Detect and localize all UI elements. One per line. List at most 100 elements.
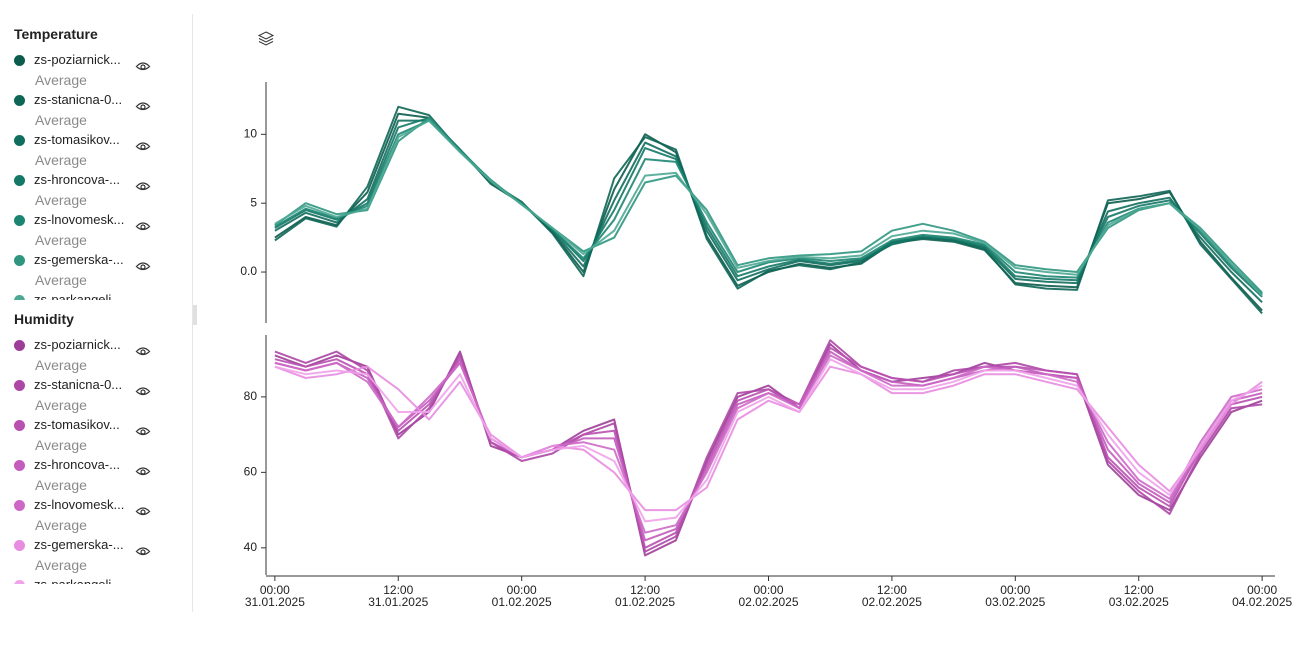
- legend-aggregation: Average: [35, 72, 87, 88]
- legend-list: zs-poziarnick... Average zs-stanicna-0... A…: [0, 337, 190, 584]
- x-tick-label: 12:00 01.02.2025: [615, 583, 676, 609]
- legend-swatch: [14, 135, 25, 146]
- legend-aggregation: Average: [35, 397, 87, 413]
- legend-item[interactable]: zs-lnovomesk... Average: [0, 212, 190, 252]
- series-line: [274, 358, 1263, 523]
- legend-aggregation: Average: [35, 477, 87, 493]
- y-tick-label: 0.0: [240, 264, 257, 278]
- legend-name: zs-hroncova-...: [34, 457, 120, 472]
- legend-aggregation: Average: [35, 152, 87, 168]
- legend-name: zs-stanicna-0...: [34, 92, 123, 107]
- legend-swatch: [14, 55, 25, 66]
- series-line: [274, 365, 1263, 512]
- visibility-toggle[interactable]: [135, 384, 151, 402]
- x-tick-label: 00:00 03.02.2025: [985, 583, 1046, 609]
- legend-aggregation: Average: [35, 272, 87, 288]
- legend-item[interactable]: zs-tomasikov... Average: [0, 132, 190, 172]
- legend-name: zs-tomasikov...: [34, 132, 120, 147]
- x-tick-label: 12:00 03.02.2025: [1108, 583, 1169, 609]
- x-tick-label: 12:00 31.01.2025: [368, 583, 429, 609]
- legend-name: zs-lnovomesk...: [34, 212, 125, 227]
- series-line: [274, 346, 1263, 549]
- legend-aggregation: Average: [35, 517, 87, 533]
- visibility-toggle[interactable]: [135, 504, 151, 522]
- legend-name: zs-hroncova-...: [34, 172, 120, 187]
- visibility-toggle[interactable]: [135, 99, 151, 117]
- legend-name: zs-gemerska-...: [34, 537, 124, 552]
- legend-name: zs-gemerska-...: [34, 252, 124, 267]
- legend-item[interactable]: zs-parkangeliAverage: [0, 577, 190, 584]
- legend-item[interactable]: zs-parkangeliAverage: [0, 292, 190, 300]
- series-line: [274, 119, 1263, 304]
- legend-list: zs-poziarnick... Average zs-stanicna-0... A…: [0, 52, 190, 300]
- legend-item[interactable]: zs-hroncova-... Average: [0, 457, 190, 497]
- legend-name: zs-tomasikov...: [34, 417, 120, 432]
- series-line: [274, 354, 1263, 534]
- legend-panel: Temperature zs-poziarnick... Average zs-sta…: [0, 14, 193, 612]
- legend-title: Temperature: [14, 26, 98, 42]
- y-tick-label: 10: [244, 127, 258, 141]
- visibility-toggle[interactable]: [135, 59, 151, 77]
- legend-name: zs-parkangeli: [34, 577, 111, 584]
- legend-title: Humidity: [14, 311, 74, 327]
- legend-item[interactable]: zs-lnovomesk... Average: [0, 497, 190, 537]
- legend-aggregation: Average: [35, 232, 87, 248]
- legend-item[interactable]: zs-gemerska-... Average: [0, 252, 190, 292]
- legend-swatch: [14, 540, 25, 551]
- y-tick-label: 5: [250, 195, 257, 209]
- visibility-toggle[interactable]: [135, 179, 151, 197]
- legend-item[interactable]: zs-tomasikov... Average: [0, 417, 190, 457]
- legend-aggregation: Average: [35, 112, 87, 128]
- x-tick-label: 00:00 01.02.2025: [491, 583, 552, 609]
- legend-swatch: [14, 500, 25, 511]
- legend-aggregation: Average: [35, 357, 87, 373]
- series-line: [274, 339, 1263, 553]
- visibility-toggle[interactable]: [135, 424, 151, 442]
- legend-item[interactable]: zs-poziarnick... Average: [0, 337, 190, 377]
- visibility-toggle[interactable]: [135, 139, 151, 157]
- visibility-toggle[interactable]: [135, 259, 151, 277]
- legend-item[interactable]: zs-hroncova-... Average: [0, 172, 190, 212]
- x-tick-label: 00:00 31.01.2025: [244, 583, 305, 609]
- visibility-toggle[interactable]: [135, 219, 151, 237]
- legend-item[interactable]: zs-stanicna-0... Average: [0, 92, 190, 132]
- legend-name: zs-parkangeli: [34, 292, 112, 300]
- visibility-toggle[interactable]: [135, 464, 151, 482]
- legend-item[interactable]: zs-poziarnick... Average: [0, 52, 190, 92]
- resize-handle[interactable]: [193, 305, 197, 325]
- series-line: [274, 119, 1263, 297]
- legend-swatch: [14, 460, 25, 471]
- legend-item[interactable]: zs-stanicna-0... Average: [0, 377, 190, 417]
- legend-name: zs-lnovomesk...: [34, 497, 125, 512]
- legend-swatch: [14, 340, 25, 351]
- x-tick-label: 00:00 02.02.2025: [738, 583, 799, 609]
- legend-name: zs-poziarnick...: [34, 52, 121, 67]
- legend-name: zs-poziarnick...: [34, 337, 121, 352]
- legend-swatch: [14, 175, 25, 186]
- x-tick-label: 12:00 02.02.2025: [861, 583, 922, 609]
- legend-name: zs-stanicna-0...: [34, 377, 123, 392]
- legend-aggregation: Average: [35, 437, 87, 453]
- visibility-toggle[interactable]: [135, 544, 151, 562]
- y-tick-label: 40: [244, 540, 258, 554]
- legend-aggregation: Average: [35, 192, 87, 208]
- layers-icon[interactable]: [257, 31, 275, 46]
- series-line: [274, 119, 1263, 295]
- y-tick-label: 60: [244, 465, 258, 479]
- legend-aggregation: Average: [35, 557, 87, 573]
- legend-swatch: [14, 95, 25, 106]
- legend-item[interactable]: zs-gemerska-... Average: [0, 537, 190, 577]
- legend-swatch: [14, 255, 25, 266]
- legend-swatch: [14, 215, 25, 226]
- series-line: [274, 112, 1263, 312]
- legend-swatch: [14, 380, 25, 391]
- visibility-toggle[interactable]: [135, 344, 151, 362]
- x-tick-label: 00:00 04.02.2025: [1232, 583, 1293, 609]
- legend-swatch: [14, 295, 25, 300]
- legend-swatch: [14, 580, 25, 584]
- legend-swatch: [14, 420, 25, 431]
- y-tick-label: 80: [244, 389, 258, 403]
- series-line: [274, 350, 1263, 542]
